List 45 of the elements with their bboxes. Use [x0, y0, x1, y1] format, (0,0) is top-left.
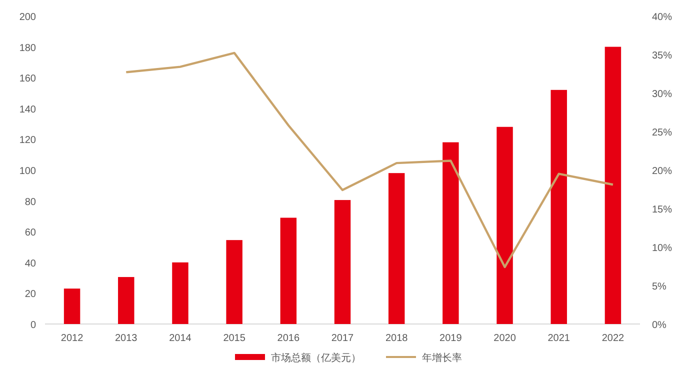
x-tick-label: 2022: [602, 333, 625, 344]
y-tick-label: 40: [24, 258, 36, 270]
x-tick-label: 2012: [60, 333, 84, 344]
legend-label: 年增长率: [422, 352, 462, 364]
y2-tick-label: 5%: [652, 282, 667, 292]
y2-tick-label: 20%: [652, 166, 672, 177]
y-tick-label: 200: [19, 12, 36, 23]
y2-tick-label: 30%: [652, 89, 672, 100]
y2-tick-label: 10%: [652, 243, 672, 254]
y-tick-label: 100: [19, 166, 36, 177]
bar: [280, 218, 297, 324]
line-series: [125, 52, 614, 268]
bar: [442, 142, 459, 324]
bar: [550, 90, 567, 324]
x-tick-label: 2020: [494, 333, 516, 344]
y-tick-label: 120: [19, 135, 36, 146]
x-tick-label: 2018: [385, 333, 408, 344]
x-tick-label: 2013: [115, 333, 138, 344]
x-tick-label: 2015: [223, 333, 246, 344]
y-tick-label: 180: [19, 42, 36, 54]
bar: [388, 173, 405, 324]
legend-label: 市场总额（亿美元）: [271, 352, 361, 364]
x-tick-label: 2019: [440, 333, 462, 344]
y-tick-label: 80: [24, 196, 36, 208]
bar: [172, 262, 188, 324]
x-tick-label: 2017: [331, 333, 354, 344]
bar: [604, 46, 622, 324]
y2-tick-label: 40%: [652, 12, 672, 23]
y-tick-label: 160: [19, 74, 36, 85]
bar: [496, 126, 513, 324]
y2-tick-label: 15%: [652, 204, 672, 216]
y-tick-label: 60: [24, 228, 36, 239]
bar: [334, 200, 351, 324]
bar: [64, 288, 80, 324]
y-tick-label: 0: [30, 320, 36, 331]
y2-tick-label: 25%: [652, 128, 672, 138]
bar: [118, 277, 134, 324]
y-tick-label: 20: [24, 289, 36, 300]
bar: [226, 240, 242, 324]
y-tick-label: 140: [19, 104, 36, 116]
x-tick-label: 2021: [548, 333, 570, 344]
y2-tick-label: 35%: [652, 50, 672, 62]
x-tick-label: 2016: [277, 333, 300, 344]
x-tick-label: 2014: [169, 333, 192, 344]
y2-tick-label: 0%: [652, 320, 667, 331]
